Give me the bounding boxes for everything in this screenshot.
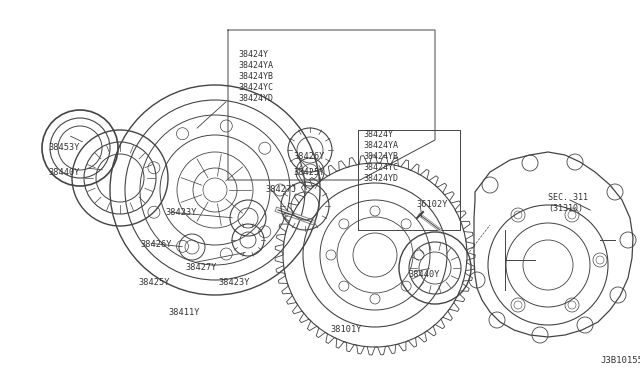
Text: 38425Y: 38425Y [138, 278, 170, 287]
Text: SEC. 311
(31310): SEC. 311 (31310) [548, 193, 588, 213]
Text: 38427Y: 38427Y [185, 263, 216, 272]
Text: 38423Y: 38423Y [218, 278, 250, 287]
Text: 38426Y: 38426Y [140, 240, 172, 249]
Text: 38411Y: 38411Y [168, 308, 200, 317]
Text: 38427J: 38427J [265, 185, 296, 194]
Text: 38424Y
38424YA
38424YB
38424YC
38424YD: 38424Y 38424YA 38424YB 38424YC 38424YD [363, 130, 398, 183]
Text: 38423Y: 38423Y [165, 208, 196, 217]
Text: 38424Y
38424YA
38424YB
38424YC
38424YD: 38424Y 38424YA 38424YB 38424YC 38424YD [238, 50, 273, 103]
Text: 36102Y: 36102Y [416, 200, 447, 209]
Text: J3B10155: J3B10155 [600, 356, 640, 365]
Text: 38425Y: 38425Y [293, 168, 324, 177]
Text: 38426Y: 38426Y [293, 152, 324, 161]
Text: 38440Y: 38440Y [408, 270, 440, 279]
Text: 38453Y: 38453Y [48, 143, 79, 152]
Text: 38101Y: 38101Y [330, 325, 362, 334]
Text: 38440Y: 38440Y [48, 168, 79, 177]
